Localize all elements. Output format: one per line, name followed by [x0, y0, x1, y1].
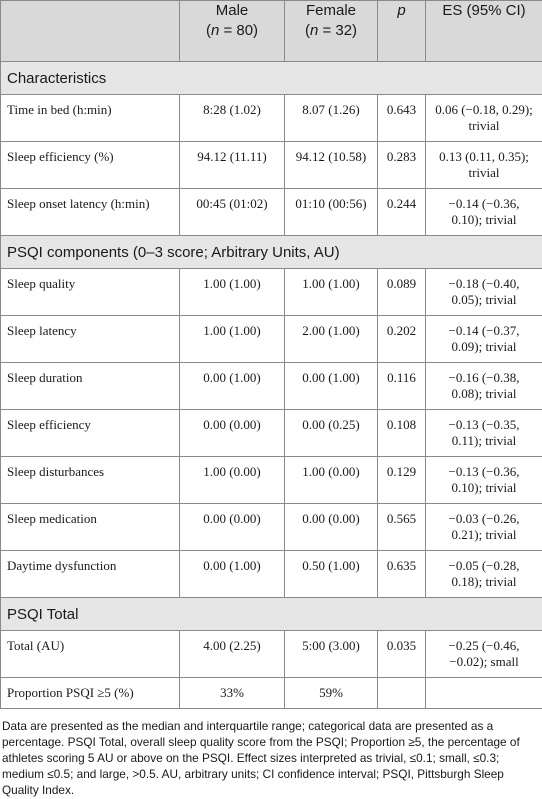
- p-value: 0.202: [377, 315, 426, 363]
- table-row: Sleep disturbances 1.00 (0.00) 1.00 (0.00)…: [0, 456, 542, 504]
- male-value: 1.00 (1.00): [179, 268, 285, 316]
- male-value: 0.00 (0.00): [179, 409, 285, 457]
- table-row: Sleep latency 1.00 (1.00) 2.00 (1.00) 0.202…: [0, 315, 542, 363]
- p-value: 0.108: [377, 409, 426, 457]
- p-value: 0.089: [377, 268, 426, 316]
- header-row: Male (n = 80) Female (n = 32) p ES (95% …: [0, 0, 542, 62]
- female-label: Female: [305, 2, 357, 19]
- table-footnote: Data are presented as the median and int…: [2, 719, 520, 797]
- row-label: Sleep medication: [0, 503, 180, 551]
- header-male: Male (n = 80): [179, 0, 285, 62]
- male-value: 0.00 (1.00): [179, 550, 285, 598]
- female-value: 1.00 (0.00): [284, 456, 378, 504]
- p-value: 0.565: [377, 503, 426, 551]
- male-value: 8:28 (1.02): [179, 94, 285, 142]
- female-n-value: = 32): [318, 22, 358, 39]
- row-label: Sleep quality: [0, 268, 180, 316]
- row-label: Sleep onset latency (h:min): [0, 188, 180, 236]
- female-value: 01:10 (00:56): [284, 188, 378, 236]
- sleep-table: Male (n = 80) Female (n = 32) p ES (95% …: [0, 0, 542, 709]
- male-value: 1.00 (0.00): [179, 456, 285, 504]
- row-label: Sleep latency: [0, 315, 180, 363]
- female-value: 59%: [284, 677, 378, 709]
- female-value: 0.00 (0.00): [284, 503, 378, 551]
- effect-size: 0.06 (−0.18, 0.29); trivial: [425, 94, 542, 142]
- effect-size: −0.25 (−0.46, −0.02); small: [425, 630, 542, 678]
- table-row: Time in bed (h:min) 8:28 (1.02) 8.07 (1.26…: [0, 94, 542, 142]
- row-label: Total (AU): [0, 630, 180, 678]
- header-es: ES (95% CI): [425, 0, 542, 62]
- effect-size: −0.13 (−0.35, 0.11); trivial: [425, 409, 542, 457]
- effect-size: [425, 677, 542, 709]
- section-row: PSQI components (0–3 score; Arbitrary Un…: [0, 235, 542, 269]
- effect-size: −0.18 (−0.40, 0.05); trivial: [425, 268, 542, 316]
- table-row: Sleep duration 0.00 (1.00) 0.00 (1.00) 0.11…: [0, 362, 542, 410]
- p-value: 0.116: [377, 362, 426, 410]
- p-value: 0.283: [377, 141, 426, 189]
- header-empty: [0, 0, 180, 62]
- male-value: 1.00 (1.00): [179, 315, 285, 363]
- female-value: 0.00 (0.25): [284, 409, 378, 457]
- p-value: 0.635: [377, 550, 426, 598]
- row-label: Sleep disturbances: [0, 456, 180, 504]
- p-value: 0.244: [377, 188, 426, 236]
- female-value: 0.50 (1.00): [284, 550, 378, 598]
- row-label: Sleep efficiency (%): [0, 141, 180, 189]
- row-label: Sleep efficiency: [0, 409, 180, 457]
- table-row: Sleep medication 0.00 (0.00) 0.00 (0.00) 0.…: [0, 503, 542, 551]
- effect-size: 0.13 (0.11, 0.35); trivial: [425, 141, 542, 189]
- male-value: 94.12 (11.11): [179, 141, 285, 189]
- row-label: Time in bed (h:min): [0, 94, 180, 142]
- male-value: 33%: [179, 677, 285, 709]
- table-row: Proportion PSQI ≥5 (%) 33% 59%: [0, 677, 542, 709]
- row-label: Sleep duration: [0, 362, 180, 410]
- section-title: PSQI Total: [0, 597, 542, 631]
- section-title: Characteristics: [0, 61, 542, 95]
- female-n-var: n: [309, 22, 319, 39]
- male-value: 0.00 (1.00): [179, 362, 285, 410]
- male-value: 4.00 (2.25): [179, 630, 285, 678]
- header-female: Female (n = 32): [284, 0, 378, 62]
- table-row: Total (AU) 4.00 (2.25) 5:00 (3.00) 0.035 −0.…: [0, 630, 542, 678]
- header-p: p: [377, 0, 426, 62]
- effect-size: −0.14 (−0.36, 0.10); trivial: [425, 188, 542, 236]
- female-value: 0.00 (1.00): [284, 362, 378, 410]
- female-n-open: (: [304, 22, 310, 39]
- effect-size: −0.16 (−0.38, 0.08); trivial: [425, 362, 542, 410]
- effect-size: −0.14 (−0.37, 0.09); trivial: [425, 315, 542, 363]
- row-label: Proportion PSQI ≥5 (%): [0, 677, 180, 709]
- section-row: PSQI Total: [0, 597, 542, 631]
- table-row: Sleep quality 1.00 (1.00) 1.00 (1.00) 0.089…: [0, 268, 542, 316]
- section-title: PSQI components (0–3 score; Arbitrary Un…: [0, 235, 542, 269]
- male-n-open: (: [205, 22, 211, 39]
- male-value: 0.00 (0.00): [179, 503, 285, 551]
- effect-size: −0.13 (−0.36, 0.10); trivial: [425, 456, 542, 504]
- female-value: 5:00 (3.00): [284, 630, 378, 678]
- male-label: Male: [215, 2, 249, 19]
- effect-size: −0.05 (−0.28, 0.18); trivial: [425, 550, 542, 598]
- male-n-value: = 80): [219, 22, 259, 39]
- female-value: 1.00 (1.00): [284, 268, 378, 316]
- table-row: Sleep efficiency (%) 94.12 (11.11) 94.12 (…: [0, 141, 542, 189]
- p-value: [377, 677, 426, 709]
- row-label: Daytime dysfunction: [0, 550, 180, 598]
- section-row: Characteristics: [0, 61, 542, 95]
- male-n-var: n: [210, 22, 220, 39]
- table-row: Daytime dysfunction 0.00 (1.00) 0.50 (1.00…: [0, 550, 542, 598]
- p-value: 0.035: [377, 630, 426, 678]
- table-row: Sleep efficiency 0.00 (0.00) 0.00 (0.25) 0.…: [0, 409, 542, 457]
- table-row: Sleep onset latency (h:min) 00:45 (01:02)…: [0, 188, 542, 236]
- female-value: 8.07 (1.26): [284, 94, 378, 142]
- female-value: 94.12 (10.58): [284, 141, 378, 189]
- effect-size: −0.03 (−0.26, 0.21); trivial: [425, 503, 542, 551]
- female-value: 2.00 (1.00): [284, 315, 378, 363]
- male-value: 00:45 (01:02): [179, 188, 285, 236]
- p-value: 0.643: [377, 94, 426, 142]
- p-value: 0.129: [377, 456, 426, 504]
